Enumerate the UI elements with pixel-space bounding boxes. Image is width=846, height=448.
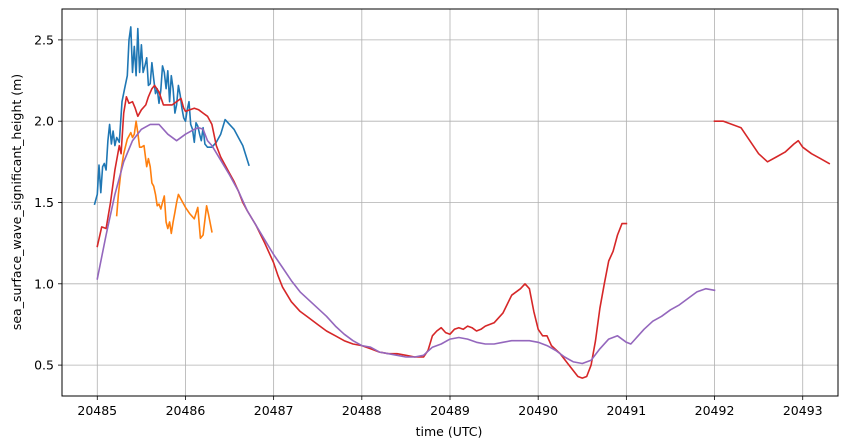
y-tick-label: 2.5 xyxy=(34,32,54,47)
y-tick-label: 1.5 xyxy=(34,195,54,210)
x-tick-label: 20491 xyxy=(606,403,646,418)
series-3-line-segment-1 xyxy=(96,84,628,379)
x-tick-label: 20485 xyxy=(77,403,117,418)
series-group xyxy=(93,26,831,379)
y-tick-label: 1.0 xyxy=(34,276,54,291)
y-tick-label: 0.5 xyxy=(34,358,54,373)
series-2-line-segment-1 xyxy=(115,120,213,240)
x-axis-ticks: 20485 20486 20487 20488 20489 20490 20491 20492… xyxy=(77,396,823,418)
series-1-line-segment-1 xyxy=(93,26,250,206)
x-tick-label: 20493 xyxy=(783,403,823,418)
x-axis-label: time (UTC) xyxy=(416,424,483,439)
series-4-line-segment-1 xyxy=(96,123,716,365)
x-tick-label: 20488 xyxy=(342,403,382,418)
x-tick-label: 20487 xyxy=(254,403,294,418)
grid-lines xyxy=(62,9,838,396)
series-3-line-segment-2 xyxy=(713,120,831,165)
y-axis-label: sea_surface_wave_significant_height (m) xyxy=(9,74,24,330)
x-tick-label: 20489 xyxy=(430,403,470,418)
x-tick-label: 20490 xyxy=(518,403,558,418)
y-tick-label: 2.0 xyxy=(34,114,54,129)
y-axis-ticks: 0.5 1.0 1.5 2.0 2.5 xyxy=(34,32,62,373)
x-tick-label: 20492 xyxy=(695,403,735,418)
x-tick-label: 20486 xyxy=(166,403,206,418)
